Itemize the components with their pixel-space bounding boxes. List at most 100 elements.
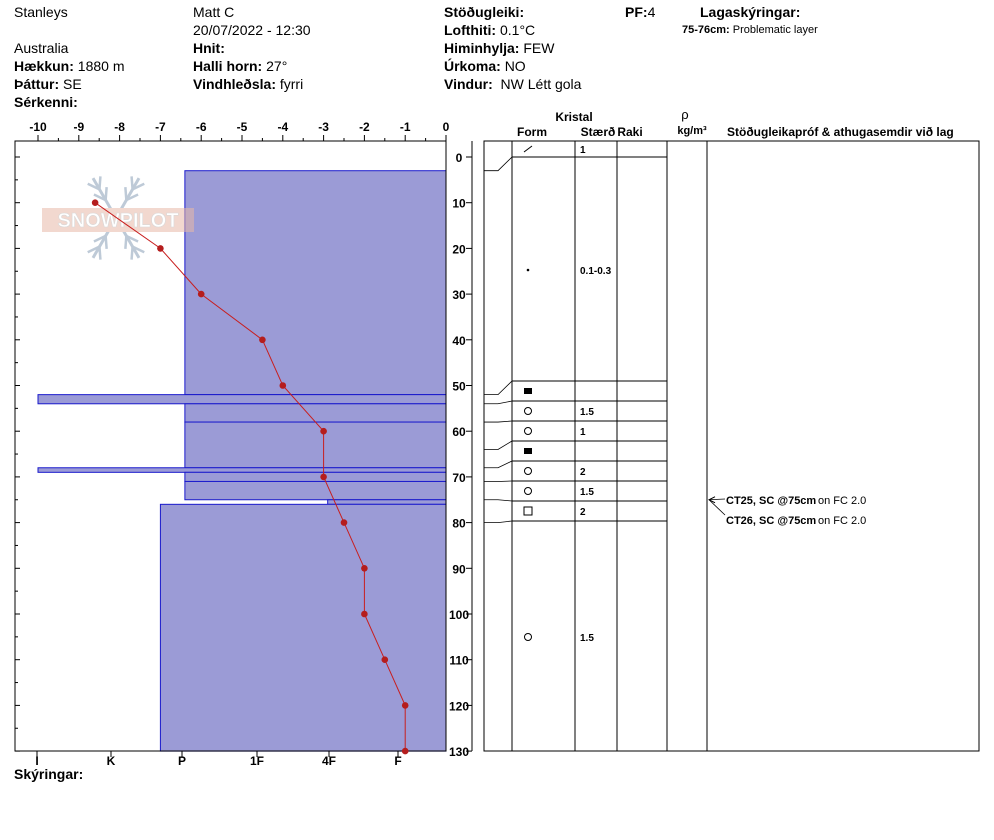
snowflake-branch xyxy=(124,187,128,201)
logo-text: SNOWPILOT xyxy=(57,210,178,232)
test-label: CT26, SC @75cm xyxy=(726,515,816,527)
location-name: Stanleys xyxy=(14,4,68,20)
temperature-point xyxy=(91,199,99,206)
depth-tick-label: 100 xyxy=(449,608,469,622)
header-density-unit: kg/m³ xyxy=(677,125,707,137)
sky-field: Himinhylja: FEW xyxy=(444,40,554,56)
form-dash-icon xyxy=(523,145,533,153)
slope-label: Halli horn: xyxy=(193,58,263,74)
layer-size-value: 2 xyxy=(580,507,586,518)
temperature-point xyxy=(401,702,409,709)
hardness-layer-7 xyxy=(327,499,447,505)
header-kristal: Kristal xyxy=(555,110,592,124)
snowflake-branch xyxy=(98,246,102,260)
hardness-layer-4 xyxy=(37,467,447,473)
depth-connector xyxy=(484,420,513,423)
hardness-layer-1 xyxy=(37,394,447,405)
sky-value: FEW xyxy=(523,40,555,56)
temp-tick-label: 0 xyxy=(443,120,450,134)
depth-connector xyxy=(484,520,513,523)
precip-field: Úrkoma: NO xyxy=(444,58,526,74)
snowflake-branch xyxy=(104,187,108,201)
layer-note: 75-76cm: Problematic layer xyxy=(682,24,818,37)
aspect-label: Þáttur: xyxy=(14,76,60,92)
header-density-symbol: ρ xyxy=(681,107,688,122)
temperature-point xyxy=(279,382,287,389)
temperature-point xyxy=(259,336,266,344)
form-square-open-icon xyxy=(523,506,533,516)
hardness-layer-6 xyxy=(184,480,447,501)
header-moisture: Raki xyxy=(617,125,642,139)
pf-field: PF:4 xyxy=(625,4,655,20)
depth-connector xyxy=(484,499,513,502)
form-circle-icon xyxy=(524,427,532,435)
depth-tick-label: 110 xyxy=(449,654,469,668)
snowflake-branch xyxy=(87,182,100,191)
test-arrow-line xyxy=(708,498,726,501)
depth-tick-label: 70 xyxy=(452,471,466,485)
hardness-tick-label: K xyxy=(107,754,116,768)
hardness-layer-8 xyxy=(159,503,447,752)
test-arrow-head xyxy=(708,496,716,504)
elevation-value: 1880 m xyxy=(77,58,125,74)
snowflake-branch xyxy=(125,234,139,243)
temperature-point xyxy=(320,473,327,481)
depth-tick-label: 30 xyxy=(452,288,466,302)
wind-loading-field: Vindhleðsla: fyrri xyxy=(193,76,303,92)
snowflake-branch xyxy=(132,245,145,254)
temperature-point xyxy=(340,519,348,526)
temp-tick-label: -4 xyxy=(277,120,288,134)
hardness-layer-5 xyxy=(184,471,447,482)
stability-label: Stöðugleiki: xyxy=(444,4,525,20)
depth-tick-label: 90 xyxy=(452,562,466,576)
aspect-field: Þáttur: SE xyxy=(14,76,82,92)
temp-tick-label: -2 xyxy=(359,120,370,134)
hardness-tick-label: 4F xyxy=(322,754,336,768)
test-result: on FC 2.0 xyxy=(818,515,866,527)
snowflake-branch xyxy=(132,182,145,191)
temp-tick-label: -9 xyxy=(73,120,84,134)
depth-tick-label: 10 xyxy=(452,197,466,211)
depth-connector xyxy=(484,380,513,396)
precip-label: Úrkoma: xyxy=(444,58,501,74)
wind-value: NW Létt gola xyxy=(500,76,582,92)
temp-tick-label: -1 xyxy=(400,120,411,134)
hardness-tick-label: I xyxy=(35,754,38,768)
depth-connector xyxy=(484,460,513,469)
temperature-point xyxy=(381,656,389,663)
layer-size-value: 1 xyxy=(580,427,586,438)
test-result: on FC 2.0 xyxy=(818,495,866,507)
coords-label: Hnit: xyxy=(193,40,225,56)
form-square-filled-icon xyxy=(524,448,532,454)
hardness-tick-label: P xyxy=(178,754,186,768)
logo-banner xyxy=(42,208,194,232)
depth-tick-label: 50 xyxy=(452,380,466,394)
layer-size-value: 1.5 xyxy=(580,407,594,418)
layer-notes-label: Lagaskýringar: xyxy=(700,4,801,20)
snowflake-branch xyxy=(93,234,107,243)
slope-field: Halli horn: 27° xyxy=(193,58,287,74)
depth-connector xyxy=(484,400,513,405)
layer-size-value: 1.5 xyxy=(580,633,594,644)
snowflake-branch xyxy=(124,235,128,249)
snowpilot-logo: SNOWPILOT xyxy=(42,176,194,260)
header-tests: Stöðugleikapróf & athugasemdir við lag xyxy=(727,125,954,139)
layer-note-range: 75-76cm: xyxy=(682,24,730,36)
snowflake-branch xyxy=(104,235,108,249)
temp-tick-label: -7 xyxy=(155,120,166,134)
slope-value: 27° xyxy=(266,58,288,74)
snowflake-branch xyxy=(130,176,134,190)
depth-tick-label: 40 xyxy=(452,334,466,348)
air-temp-value: 0.1°C xyxy=(499,22,536,38)
depth-connector xyxy=(484,156,513,172)
layer-size-value: 1.5 xyxy=(580,487,594,498)
temperature-point xyxy=(361,610,368,618)
form-circle-icon xyxy=(524,633,532,641)
hardness-layer-3 xyxy=(184,421,447,469)
snowflake-branch xyxy=(87,245,100,254)
pf-label: PF: xyxy=(625,4,648,20)
depth-tick-label: 130 xyxy=(449,745,469,759)
precip-value: NO xyxy=(504,58,526,74)
form-dot-icon xyxy=(526,268,530,272)
